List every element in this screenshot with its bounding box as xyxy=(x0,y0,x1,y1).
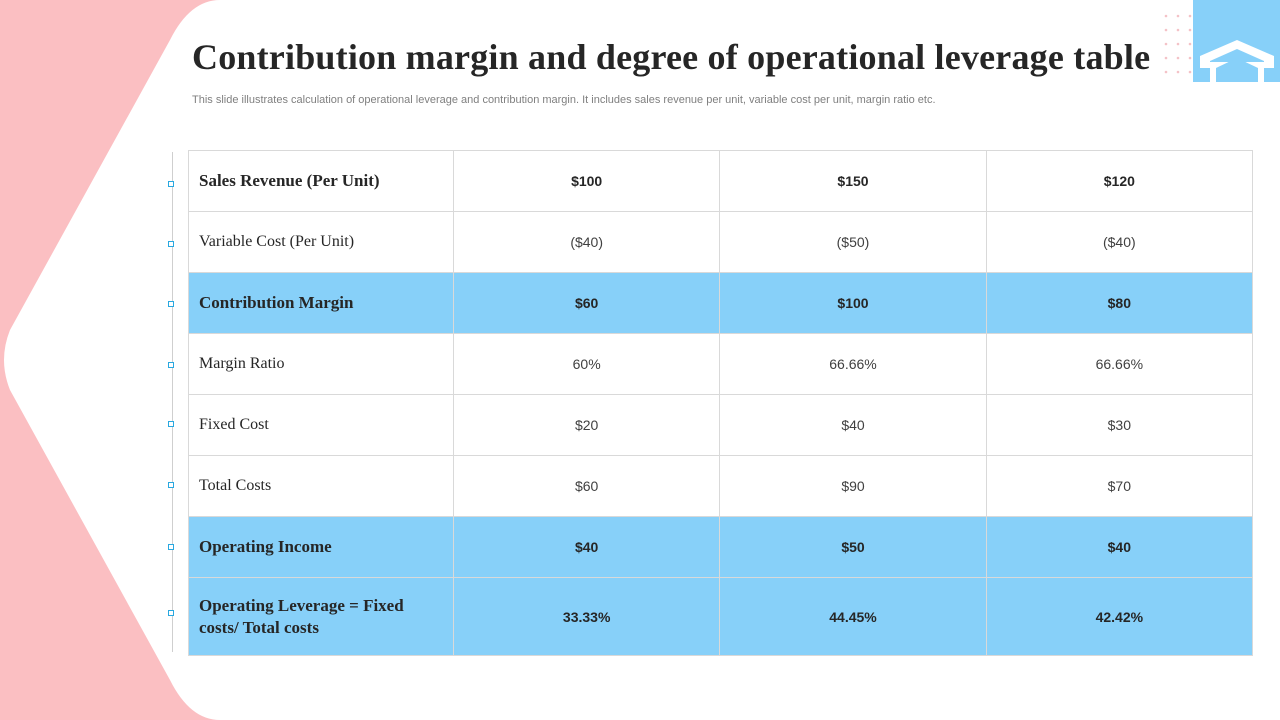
table-row-variable-cost: Variable Cost (Per Unit) ($40) ($50) ($4… xyxy=(188,211,1254,273)
slide-title: Contribution margin and degree of operat… xyxy=(192,37,1151,77)
table-cell: 44.45% xyxy=(719,577,987,656)
row-label: Variable Cost (Per Unit) xyxy=(188,211,454,273)
row-marker-4 xyxy=(168,362,174,368)
table-cell: $20 xyxy=(452,394,721,456)
table-cell: $30 xyxy=(985,394,1254,456)
row-label: Sales Revenue (Per Unit) xyxy=(188,150,454,212)
timeline-line xyxy=(172,152,173,652)
table-cell: $80 xyxy=(985,272,1254,334)
table-cell: 42.42% xyxy=(985,577,1254,656)
table-cell: $40 xyxy=(452,516,721,578)
table-cell: ($50) xyxy=(719,211,987,273)
table-cell: $40 xyxy=(719,394,987,456)
table-row-fixed-cost: Fixed Cost $20 $40 $30 xyxy=(188,394,1254,456)
row-marker-7 xyxy=(168,544,174,550)
row-label: Operating Leverage = Fixed costs/ Total … xyxy=(188,577,454,656)
row-marker-5 xyxy=(168,421,174,427)
table-cell: $60 xyxy=(452,455,721,517)
table-row-total-costs: Total Costs $60 $90 $70 xyxy=(188,455,1254,517)
row-marker-2 xyxy=(168,241,174,247)
row-marker-timeline xyxy=(168,152,176,652)
leverage-table: Sales Revenue (Per Unit) $100 $150 $120 … xyxy=(188,150,1254,656)
table-cell: ($40) xyxy=(452,211,721,273)
table-cell: $100 xyxy=(452,150,721,212)
home-corner-icon xyxy=(1164,0,1280,82)
row-marker-3 xyxy=(168,301,174,307)
slide-subtitle: This slide illustrates calculation of op… xyxy=(192,94,936,106)
table-cell: ($40) xyxy=(985,211,1254,273)
table-cell: 33.33% xyxy=(452,577,721,656)
row-marker-6 xyxy=(168,482,174,488)
table-cell: $70 xyxy=(985,455,1254,517)
table-cell: $50 xyxy=(719,516,987,578)
table-row-operating-income: Operating Income $40 $50 $40 xyxy=(188,516,1254,578)
table-cell: $120 xyxy=(985,150,1254,212)
row-marker-8 xyxy=(168,610,174,616)
table-cell: $90 xyxy=(719,455,987,517)
table-row-contribution-margin: Contribution Margin $60 $100 $80 xyxy=(188,272,1254,334)
table-cell: $40 xyxy=(985,516,1254,578)
row-label: Fixed Cost xyxy=(188,394,454,456)
table-cell: 60% xyxy=(452,333,721,395)
table-cell: 66.66% xyxy=(719,333,987,395)
row-label: Operating Income xyxy=(188,516,454,578)
table-cell: 66.66% xyxy=(985,333,1254,395)
table-row-operating-leverage: Operating Leverage = Fixed costs/ Total … xyxy=(188,577,1254,656)
row-label: Margin Ratio xyxy=(188,333,454,395)
row-label: Total Costs xyxy=(188,455,454,517)
row-label: Contribution Margin xyxy=(188,272,454,334)
row-marker-1 xyxy=(168,181,174,187)
table-row-sales-revenue: Sales Revenue (Per Unit) $100 $150 $120 xyxy=(188,150,1254,212)
table-row-margin-ratio: Margin Ratio 60% 66.66% 66.66% xyxy=(188,333,1254,395)
table-cell: $150 xyxy=(719,150,987,212)
table-cell: $100 xyxy=(719,272,987,334)
table-cell: $60 xyxy=(452,272,721,334)
